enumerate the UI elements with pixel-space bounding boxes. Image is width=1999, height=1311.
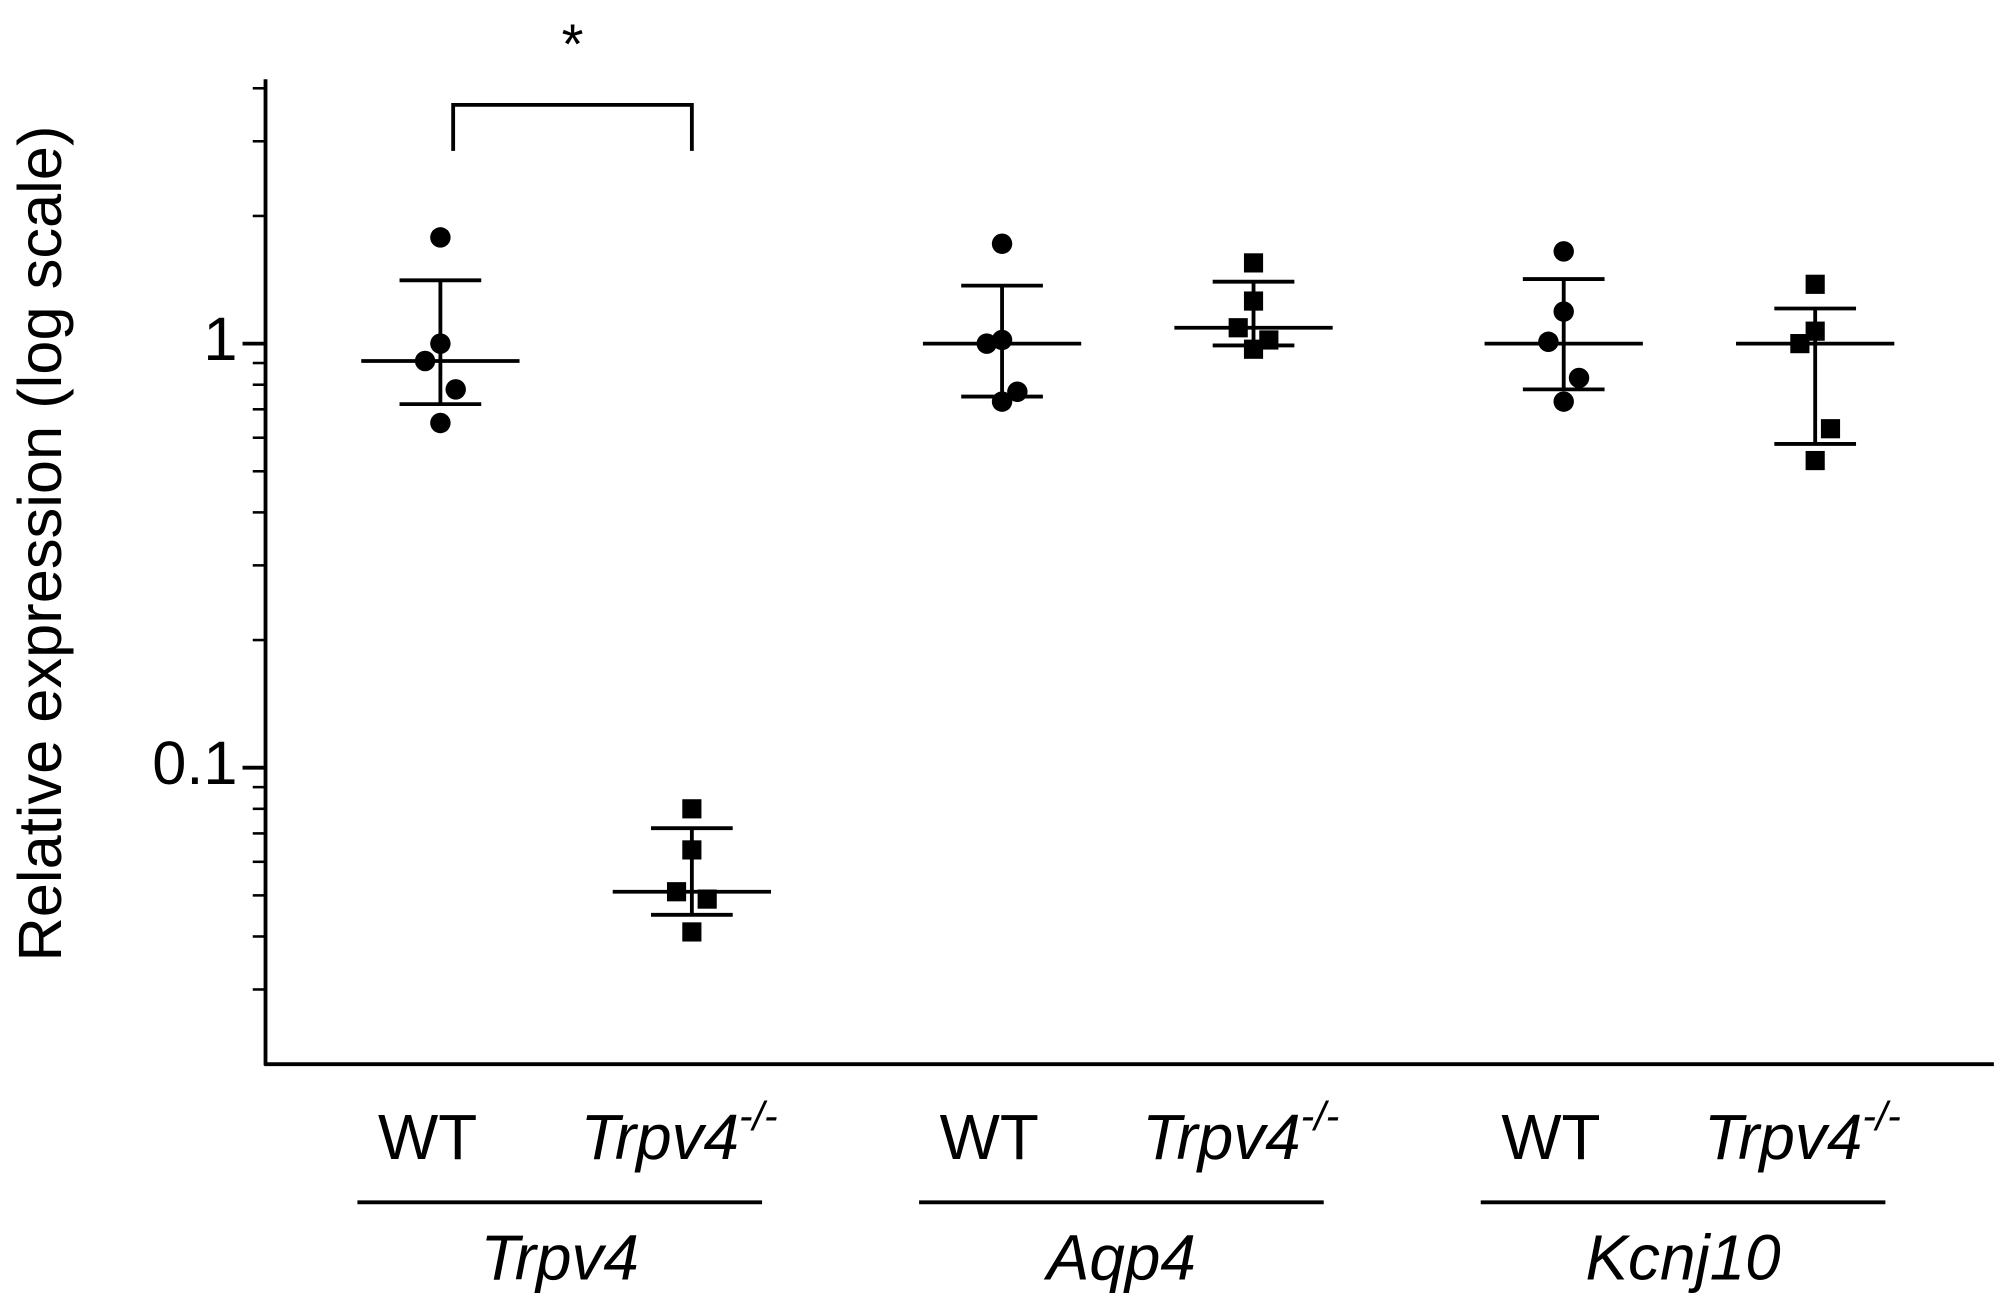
data-point — [1805, 321, 1825, 341]
x-tick-label-main: Trpv4 — [1142, 1101, 1300, 1173]
data-point — [682, 922, 702, 942]
data-point — [697, 889, 717, 909]
x-tick-label-superscript: -/- — [1862, 1093, 1901, 1139]
x-tick-label: Trpv4-/- — [581, 1093, 778, 1173]
data-point — [682, 799, 702, 819]
data-point — [430, 412, 451, 434]
data-point — [976, 333, 997, 354]
x-tick-label-main: Trpv4 — [581, 1101, 739, 1173]
data-point — [666, 882, 687, 902]
x-tick-label: Trpv4-/- — [1704, 1093, 1901, 1173]
data-point — [682, 840, 702, 860]
x-tick-label: WT — [940, 1101, 1039, 1173]
data-point — [1228, 318, 1248, 338]
data-point — [991, 233, 1013, 254]
y-tick-label: 0.1 — [152, 728, 237, 797]
x-tick-label-superscript: -/- — [1301, 1093, 1340, 1139]
data-point — [1820, 419, 1841, 439]
data-point — [1243, 291, 1264, 311]
data-point — [430, 227, 451, 248]
data-point — [445, 379, 466, 400]
y-tick-label: 1 — [203, 304, 237, 373]
data-point — [1568, 367, 1590, 389]
x-tick-label: Trpv4-/- — [1142, 1093, 1339, 1173]
significance-bracket — [451, 102, 694, 151]
data-point — [414, 350, 436, 372]
group-label: Trpv4 — [481, 1221, 639, 1293]
data-point — [1243, 339, 1264, 359]
x-tick-label-main: WT — [378, 1101, 477, 1173]
x-tick-label-superscript: -/- — [739, 1093, 778, 1139]
data-point — [1790, 334, 1810, 354]
data-point — [991, 391, 1013, 412]
data-point — [1553, 301, 1574, 322]
x-tick-label-main: WT — [940, 1101, 1039, 1173]
data-point — [1538, 331, 1559, 353]
data-point — [1243, 253, 1264, 273]
data-point — [1259, 330, 1279, 350]
x-tick-label: WT — [1501, 1101, 1600, 1173]
x-tick-label-main: Trpv4 — [1704, 1101, 1862, 1173]
significance-label: * — [562, 12, 584, 75]
y-axis-label: Relative expression (log scale) — [5, 126, 74, 962]
data-point — [1805, 450, 1825, 471]
x-tick-label: WT — [378, 1101, 477, 1173]
x-tick-label-main: WT — [1501, 1101, 1600, 1173]
data-point — [1553, 391, 1574, 412]
group-label: Aqp4 — [1043, 1221, 1196, 1293]
data-point — [1553, 241, 1574, 262]
data-point — [430, 333, 451, 354]
data-point — [1007, 381, 1028, 402]
group-label: Kcnj10 — [1586, 1221, 1781, 1293]
data-point — [1805, 274, 1825, 294]
data-point — [991, 329, 1013, 351]
